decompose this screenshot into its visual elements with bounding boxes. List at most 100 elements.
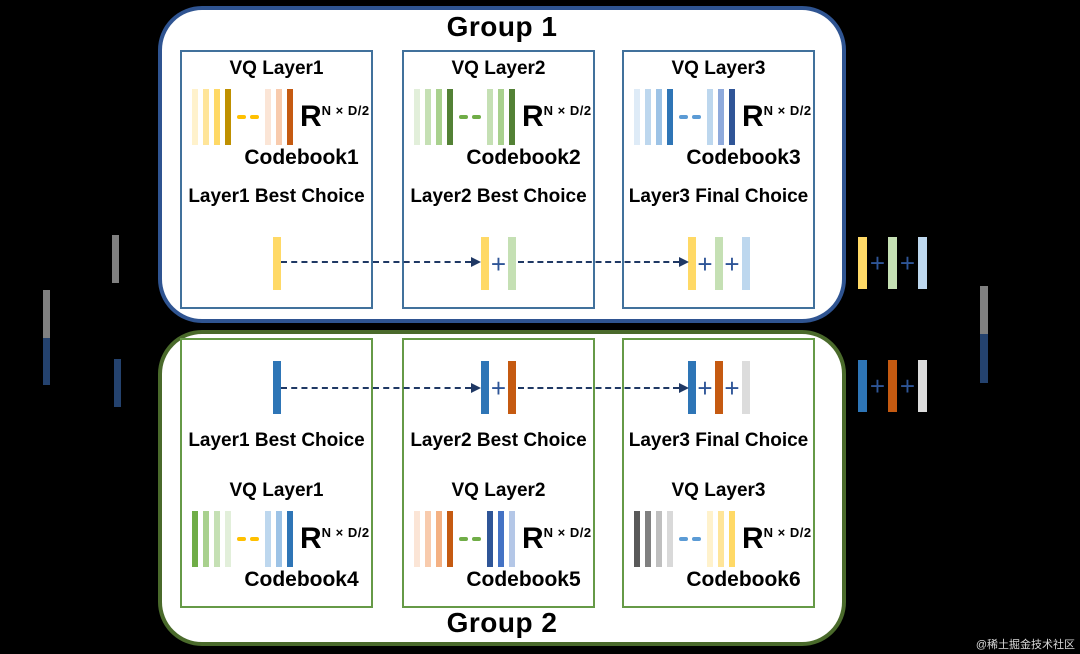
choice-bar-cluster: + + [624, 237, 813, 290]
matrix-notation: RN × D/2 [742, 100, 812, 134]
output-combined-vector-bar [980, 286, 988, 383]
arrowhead-icon [679, 383, 689, 393]
arrowhead-icon [471, 257, 481, 267]
choice-label: Layer1 Best Choice [188, 186, 365, 207]
codebook-entry-bar [225, 89, 231, 145]
codebook-entry-bar [447, 89, 453, 145]
plus-sign: + [490, 248, 507, 279]
choice-bar-cluster [182, 237, 371, 290]
codebook-row: RN × D/2 [634, 510, 811, 568]
ellipsis-dashes [679, 115, 701, 119]
ellipsis-dash [692, 537, 701, 541]
input-combined-vector-bar [43, 290, 50, 385]
group2-output-cluster: + + [858, 360, 927, 412]
matrix-superscript: N × D/2 [763, 525, 812, 540]
matrix-superscript: N × D/2 [543, 103, 592, 118]
codebook-bars-left [634, 89, 673, 145]
ellipsis-dashes [237, 115, 259, 119]
codebook-entry-bar [656, 511, 662, 567]
codebook-entry-bar [729, 511, 735, 567]
choice-vector-bar [888, 237, 897, 289]
codebook-row: RN × D/2 [634, 88, 811, 146]
codebook-label: Codebook2 [466, 146, 581, 169]
vq-layer-label: VQ Layer3 [671, 58, 766, 79]
vq-layer-label: VQ Layer1 [229, 58, 324, 79]
codebook-entry-bar [645, 89, 651, 145]
choice-label: Layer3 Final Choice [628, 430, 809, 451]
plus-sign: + [724, 372, 740, 403]
codebook-entry-bar [509, 89, 515, 145]
choice-vector-bar [508, 361, 516, 414]
vq-layer2-box-group2: + Layer2 Best Choice VQ Layer2 RN × D/2 … [402, 338, 595, 608]
choice-label: Layer2 Best Choice [410, 186, 587, 207]
ellipsis-dash [472, 537, 481, 541]
ellipsis-dash [472, 115, 481, 119]
vq-layer-label: VQ Layer1 [229, 480, 324, 501]
codebook-entry-bar [287, 511, 293, 567]
codebook-bars-left [414, 511, 453, 567]
matrix-symbol: R [522, 100, 544, 133]
choice-vector-bar [858, 360, 867, 412]
plus-sign: + [869, 248, 886, 278]
input-vector-bottom-half [43, 338, 50, 385]
matrix-superscript: N × D/2 [321, 525, 370, 540]
codebook-entry-bar [287, 89, 293, 145]
choice-label: Layer2 Best Choice [410, 430, 587, 451]
input-split-top-bar [112, 235, 119, 283]
codebook-bars-right [487, 89, 515, 145]
choice-bar-cluster [182, 361, 371, 414]
group1-title: Group 1 [446, 11, 558, 42]
choice-vector-bar [858, 237, 867, 289]
matrix-symbol: R [300, 100, 322, 133]
plus-sign: + [697, 248, 713, 279]
ellipsis-dashes [459, 115, 481, 119]
codebook-bars-right [707, 89, 735, 145]
codebook-entry-bar [487, 89, 493, 145]
plus-sign: + [899, 371, 916, 401]
vq-layer2-box-group1: VQ Layer2 RN × D/2 Codebook2 Layer2 Best… [402, 50, 595, 309]
group1-container: Group 1 VQ Layer1 RN × D/2 Codebook1 Lay… [158, 6, 846, 323]
codebook-entry-bar [425, 89, 431, 145]
codebook-bars-left [634, 511, 673, 567]
matrix-superscript: N × D/2 [763, 103, 812, 118]
input-split-bottom-bar [114, 359, 121, 407]
codebook-label: Codebook4 [244, 568, 359, 591]
codebook-entry-bar [276, 511, 282, 567]
matrix-notation: RN × D/2 [742, 522, 812, 556]
choice-bar-cluster: + [404, 361, 593, 414]
codebook-entry-bar [276, 89, 282, 145]
ellipsis-dashes [459, 537, 481, 541]
codebook-entry-bar [634, 511, 640, 567]
dashed-arrow [281, 261, 471, 263]
vq-layer-label: VQ Layer2 [451, 58, 546, 79]
codebook-entry-bar [707, 511, 713, 567]
matrix-superscript: N × D/2 [543, 525, 592, 540]
codebook-bars-right [707, 511, 735, 567]
choice-vector-bar [687, 237, 696, 290]
matrix-notation: RN × D/2 [522, 522, 592, 556]
codebook-entry-bar [667, 89, 673, 145]
codebook-entry-bar [192, 89, 198, 145]
choice-bar-cluster: + + [624, 361, 813, 414]
dashed-arrow [281, 387, 471, 389]
output-vector-top-half [980, 286, 988, 334]
choice-label: Layer3 Final Choice [628, 186, 809, 207]
vq-layer1-box-group1: VQ Layer1 RN × D/2 Codebook1 Layer1 Best… [180, 50, 373, 309]
vq-layer-label: VQ Layer3 [671, 480, 766, 501]
plus-sign: + [724, 248, 740, 279]
input-vector-top-half [43, 290, 50, 338]
codebook-entry-bar [436, 89, 442, 145]
codebook-label: Codebook3 [686, 146, 801, 169]
plus-sign: + [697, 372, 713, 403]
watermark: @稀土掘金技术社区 [975, 639, 1075, 651]
ellipsis-dash [692, 115, 701, 119]
codebook-label: Codebook6 [686, 568, 801, 591]
ellipsis-dash [459, 537, 468, 541]
ellipsis-dash [250, 115, 259, 119]
codebook-entry-bar [414, 89, 420, 145]
group1-output-cluster: + + [858, 237, 927, 289]
choice-vector-bar [888, 360, 897, 412]
choice-vector-bar [741, 237, 750, 290]
codebook-entry-bar [498, 89, 504, 145]
